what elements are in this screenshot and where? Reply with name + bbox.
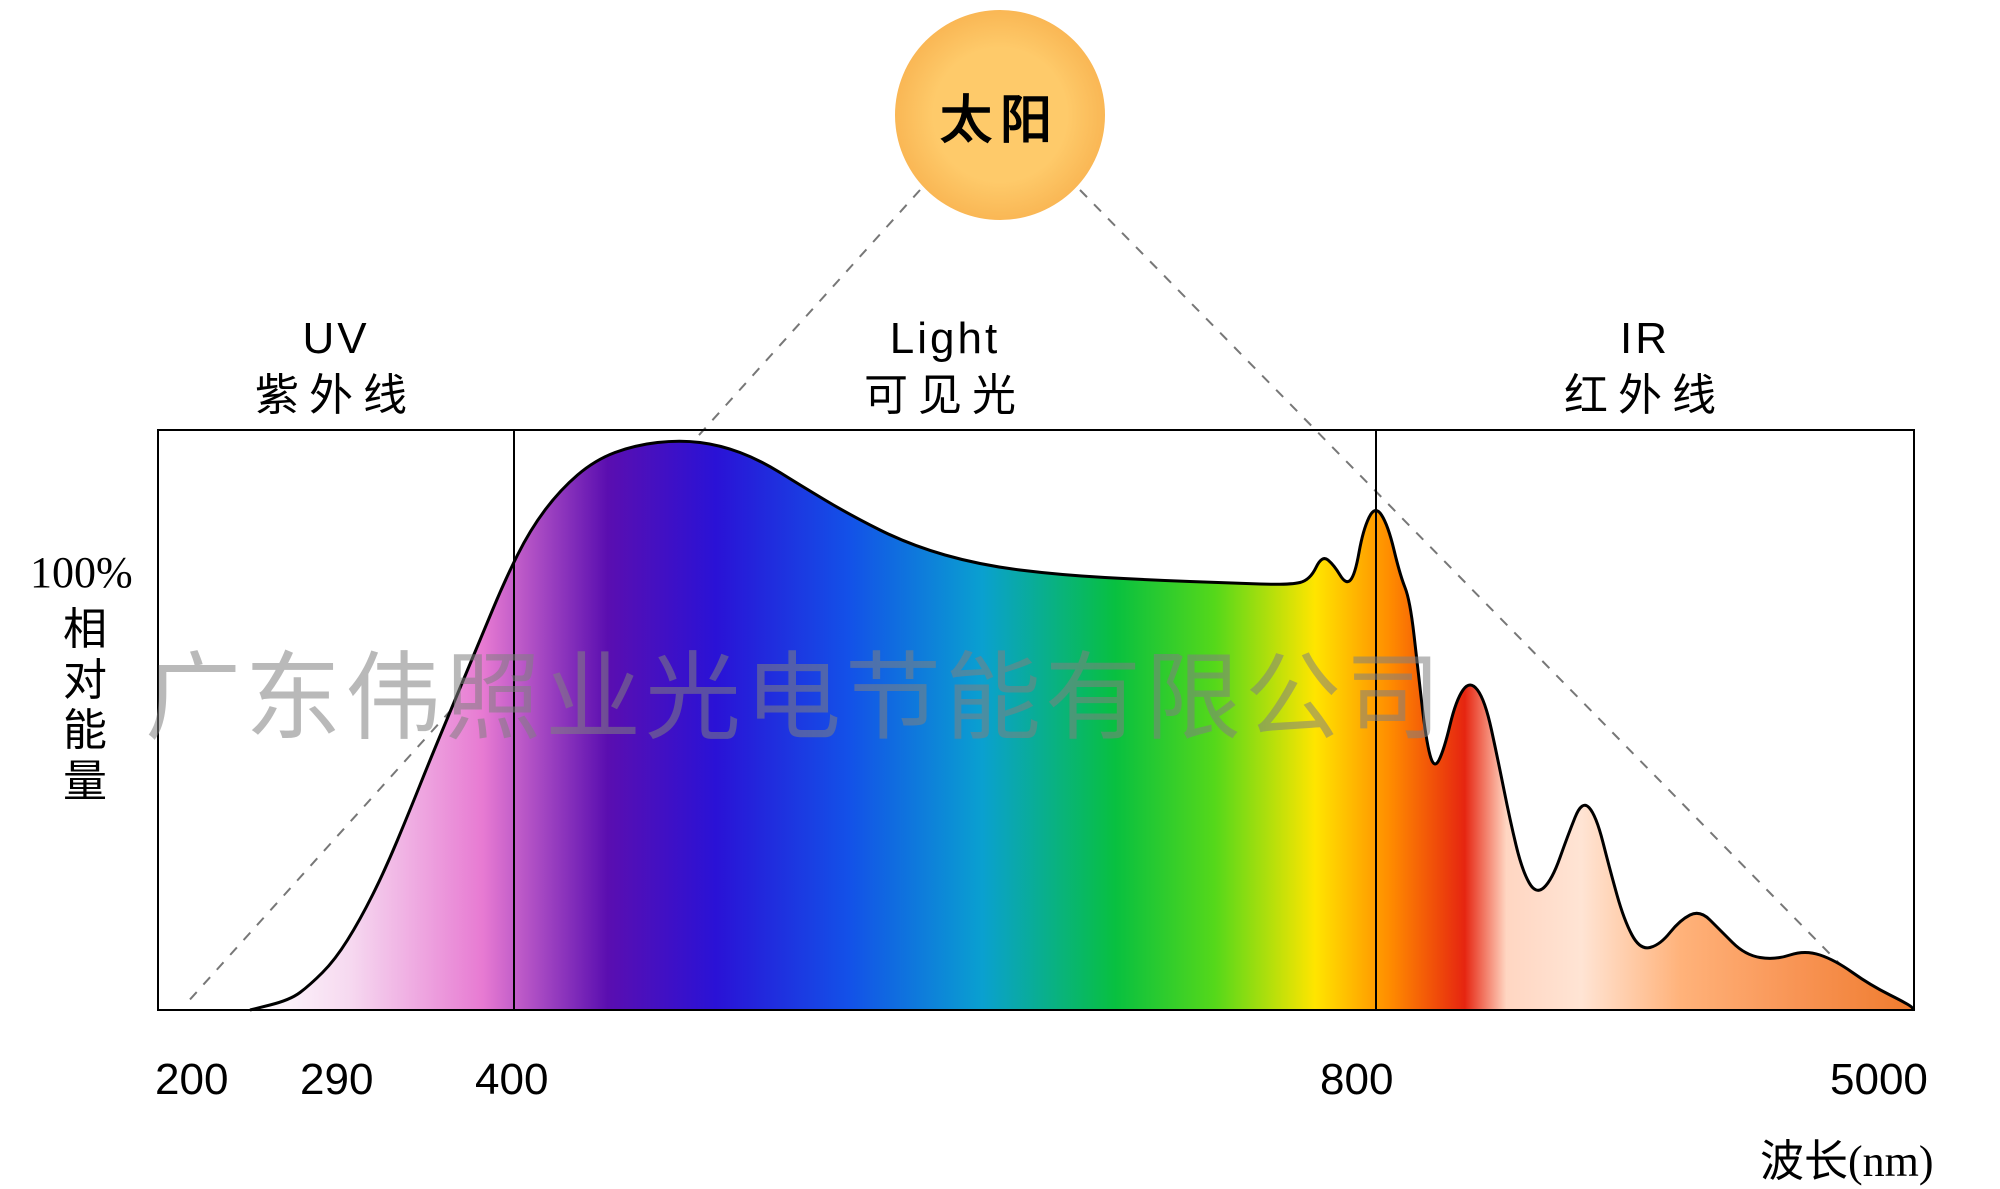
- diagram-container: 太阳 UV紫外线Light可见光IR红外线 100% 相对能量 20029040…: [0, 0, 2000, 1160]
- yaxis-title-char: 相: [60, 605, 110, 656]
- yaxis-title-char: 能: [60, 706, 110, 757]
- region-label-cn: 紫外线: [236, 367, 436, 424]
- xaxis-tick-label: 800: [1320, 1055, 1393, 1105]
- yaxis-100pct: 100%: [30, 548, 133, 597]
- spectrum-area: [250, 441, 1914, 1010]
- region-label-light: Light可见光: [845, 310, 1045, 424]
- region-label-ir: IR红外线: [1545, 310, 1745, 424]
- xaxis-tick-label: 200: [155, 1055, 228, 1105]
- xaxis-title: 波长(nm): [1760, 1125, 1934, 1189]
- region-label-uv: UV紫外线: [236, 310, 436, 424]
- xaxis-tick-label: 290: [300, 1055, 373, 1105]
- region-label-cn: 红外线: [1545, 367, 1745, 424]
- yaxis-title: 相对能量: [60, 605, 110, 807]
- xaxis-title-text: 波长(nm): [1760, 1137, 1934, 1186]
- xaxis-tick-label: 400: [475, 1055, 548, 1105]
- region-label-en: IR: [1545, 310, 1745, 367]
- xaxis-tick-label: 5000: [1830, 1055, 1928, 1105]
- yaxis-title-char: 量: [60, 757, 110, 808]
- yaxis-title-char: 对: [60, 656, 110, 707]
- region-label-en: Light: [845, 310, 1045, 367]
- region-label-en: UV: [236, 310, 436, 367]
- region-label-cn: 可见光: [845, 367, 1045, 424]
- yaxis-top-label: 100%: [30, 550, 133, 596]
- spectrum-svg: [0, 0, 2000, 1160]
